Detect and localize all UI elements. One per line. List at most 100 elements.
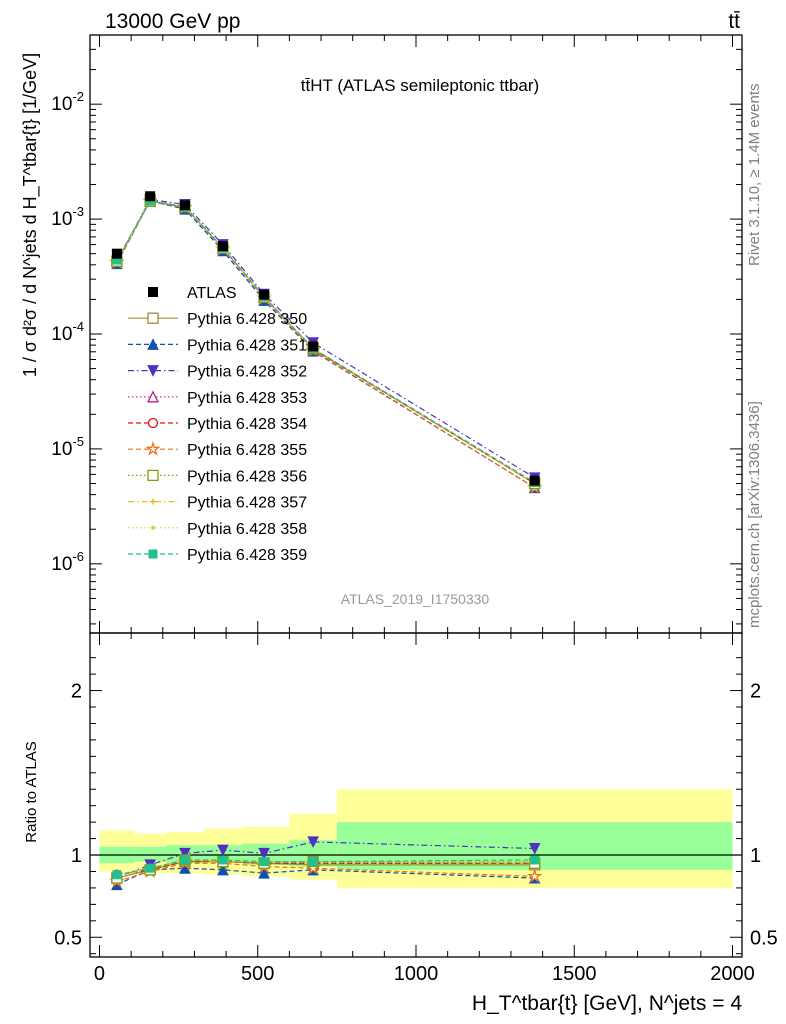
marker [111,248,122,259]
marker [259,857,269,867]
series-line [116,199,536,484]
marker [148,549,158,559]
stat-uncertainty-band [134,846,166,862]
legend-label: Pythia 6.428 357 [187,495,307,512]
marker [308,857,318,867]
ratio-y-axis-label: Ratio to ATLAS [23,741,40,842]
legend-entry-355: Pythia 6.428 355 [128,441,307,459]
x-tick-label: 500 [241,963,274,985]
ratio-y-tick-label: 1 [71,845,82,867]
y-tick-label: 10-2 [51,89,84,115]
marker [258,867,270,879]
marker [217,844,229,857]
legend-entry-351: Pythia 6.428 351 [128,337,307,354]
marker [145,863,155,873]
marker [217,241,228,252]
marker [146,390,160,403]
ratio-plot-frame: 0.5 0.5 1 1 2 2 0 500 1000 1500 2000 [54,632,778,985]
y-tick-label-exponent: -3 [72,204,84,219]
x-tick-label: 2000 [710,963,755,985]
marker [180,855,190,865]
marker [148,287,158,297]
series-352 [111,194,541,484]
process-label: tt̄ [728,10,740,33]
legend-entry-358: Pythia 6.428 358 [128,521,307,538]
series-line [116,200,536,485]
series-line [116,199,536,485]
marker [179,862,191,874]
legend-entry-350: Pythia 6.428 350 [128,311,307,328]
marker [112,870,122,880]
marker [147,338,159,350]
main-plot-frame: 10-6 10-5 10-4 10-3 10-2 [51,34,743,634]
series-356 [111,195,541,490]
y-tick-label: 10-3 [51,204,84,230]
x-axis-label: H_T^tbar{t} [GeV], N^jets = 4 [472,992,742,1015]
legend-label: Pythia 6.428 354 [187,416,307,433]
legend-entry-359: Pythia 6.428 359 [128,547,307,564]
marker [258,847,270,860]
legend-entry-352: Pythia 6.428 352 [128,364,307,381]
legend-label: Pythia 6.428 351 [187,337,307,354]
plot-title: tt̄HT (ATLAS semileptonic ttbar) [301,76,539,95]
y-tick-label: 10-4 [51,319,84,345]
ratio-y-tick-label-right: 0.5 [750,927,778,949]
marker [145,441,161,456]
series-line [116,199,536,484]
series-354 [111,195,540,489]
series-359 [112,196,540,488]
legend-entry-353: Pythia 6.428 353 [128,390,307,407]
legend-label: ATLAS [187,285,237,302]
marker [147,312,159,324]
legend-label: Pythia 6.428 355 [187,442,307,459]
ratio-y-tick-label: 2 [71,681,82,703]
marker [147,417,159,429]
y-tick-label: 10-6 [51,549,84,575]
marker [307,836,319,848]
ratio-series-359 [112,855,540,880]
marker [526,868,543,884]
legend-label: Pythia 6.428 353 [187,390,307,407]
series-357 [113,197,538,487]
marker [147,469,159,482]
y-tick-label: 10-5 [51,434,84,460]
energy-label: 13000 GeV pp [105,10,240,33]
marker [179,847,191,860]
marker [147,365,159,377]
marker [218,855,228,865]
y-tick-label-exponent: -6 [72,549,84,564]
data-series-atlas [111,191,540,486]
marker [259,289,270,300]
ratio-y-tick-label-right: 1 [750,845,761,867]
marker [308,341,319,352]
y-tick-label-exponent: -4 [72,319,84,334]
y-tick-label-exponent: -2 [72,89,84,104]
y-axis-label: 1 / σ d²σ / d N^jets d H_T^tbar{t} [1/Ge… [20,53,41,377]
series-line [116,200,536,485]
x-tick-label: 1000 [394,963,439,985]
ratio-y-tick-label-right: 2 [750,681,761,703]
rivet-label: Rivet 3.1.10, ≥ 1.4M events [746,83,763,267]
marker [529,475,540,486]
marker [528,842,541,855]
series-line [116,198,536,479]
main-frame-border [89,34,743,634]
series-line [116,200,536,485]
x-tick-label: 0 [94,963,105,985]
analysis-label: ATLAS_2019_I1750330 [341,591,490,607]
legend-entry-atlas: ATLAS [148,285,237,302]
y-tick-label-exponent: -5 [72,434,84,449]
legend: ATLAS Pythia 6.428 350 Pythia 6.428 351 Pyt… [128,285,307,564]
series-353 [110,194,541,490]
legend-label: Pythia 6.428 356 [187,468,307,485]
legend-label: Pythia 6.428 359 [187,547,307,564]
legend-entry-357: Pythia 6.428 357 [128,495,307,512]
x-tick-label: 1500 [552,963,597,985]
marker [179,200,190,211]
series-358 [114,198,537,485]
marker [145,191,156,202]
series-line [116,199,536,485]
series-350 [111,195,541,490]
legend-entry-356: Pythia 6.428 356 [128,468,307,485]
